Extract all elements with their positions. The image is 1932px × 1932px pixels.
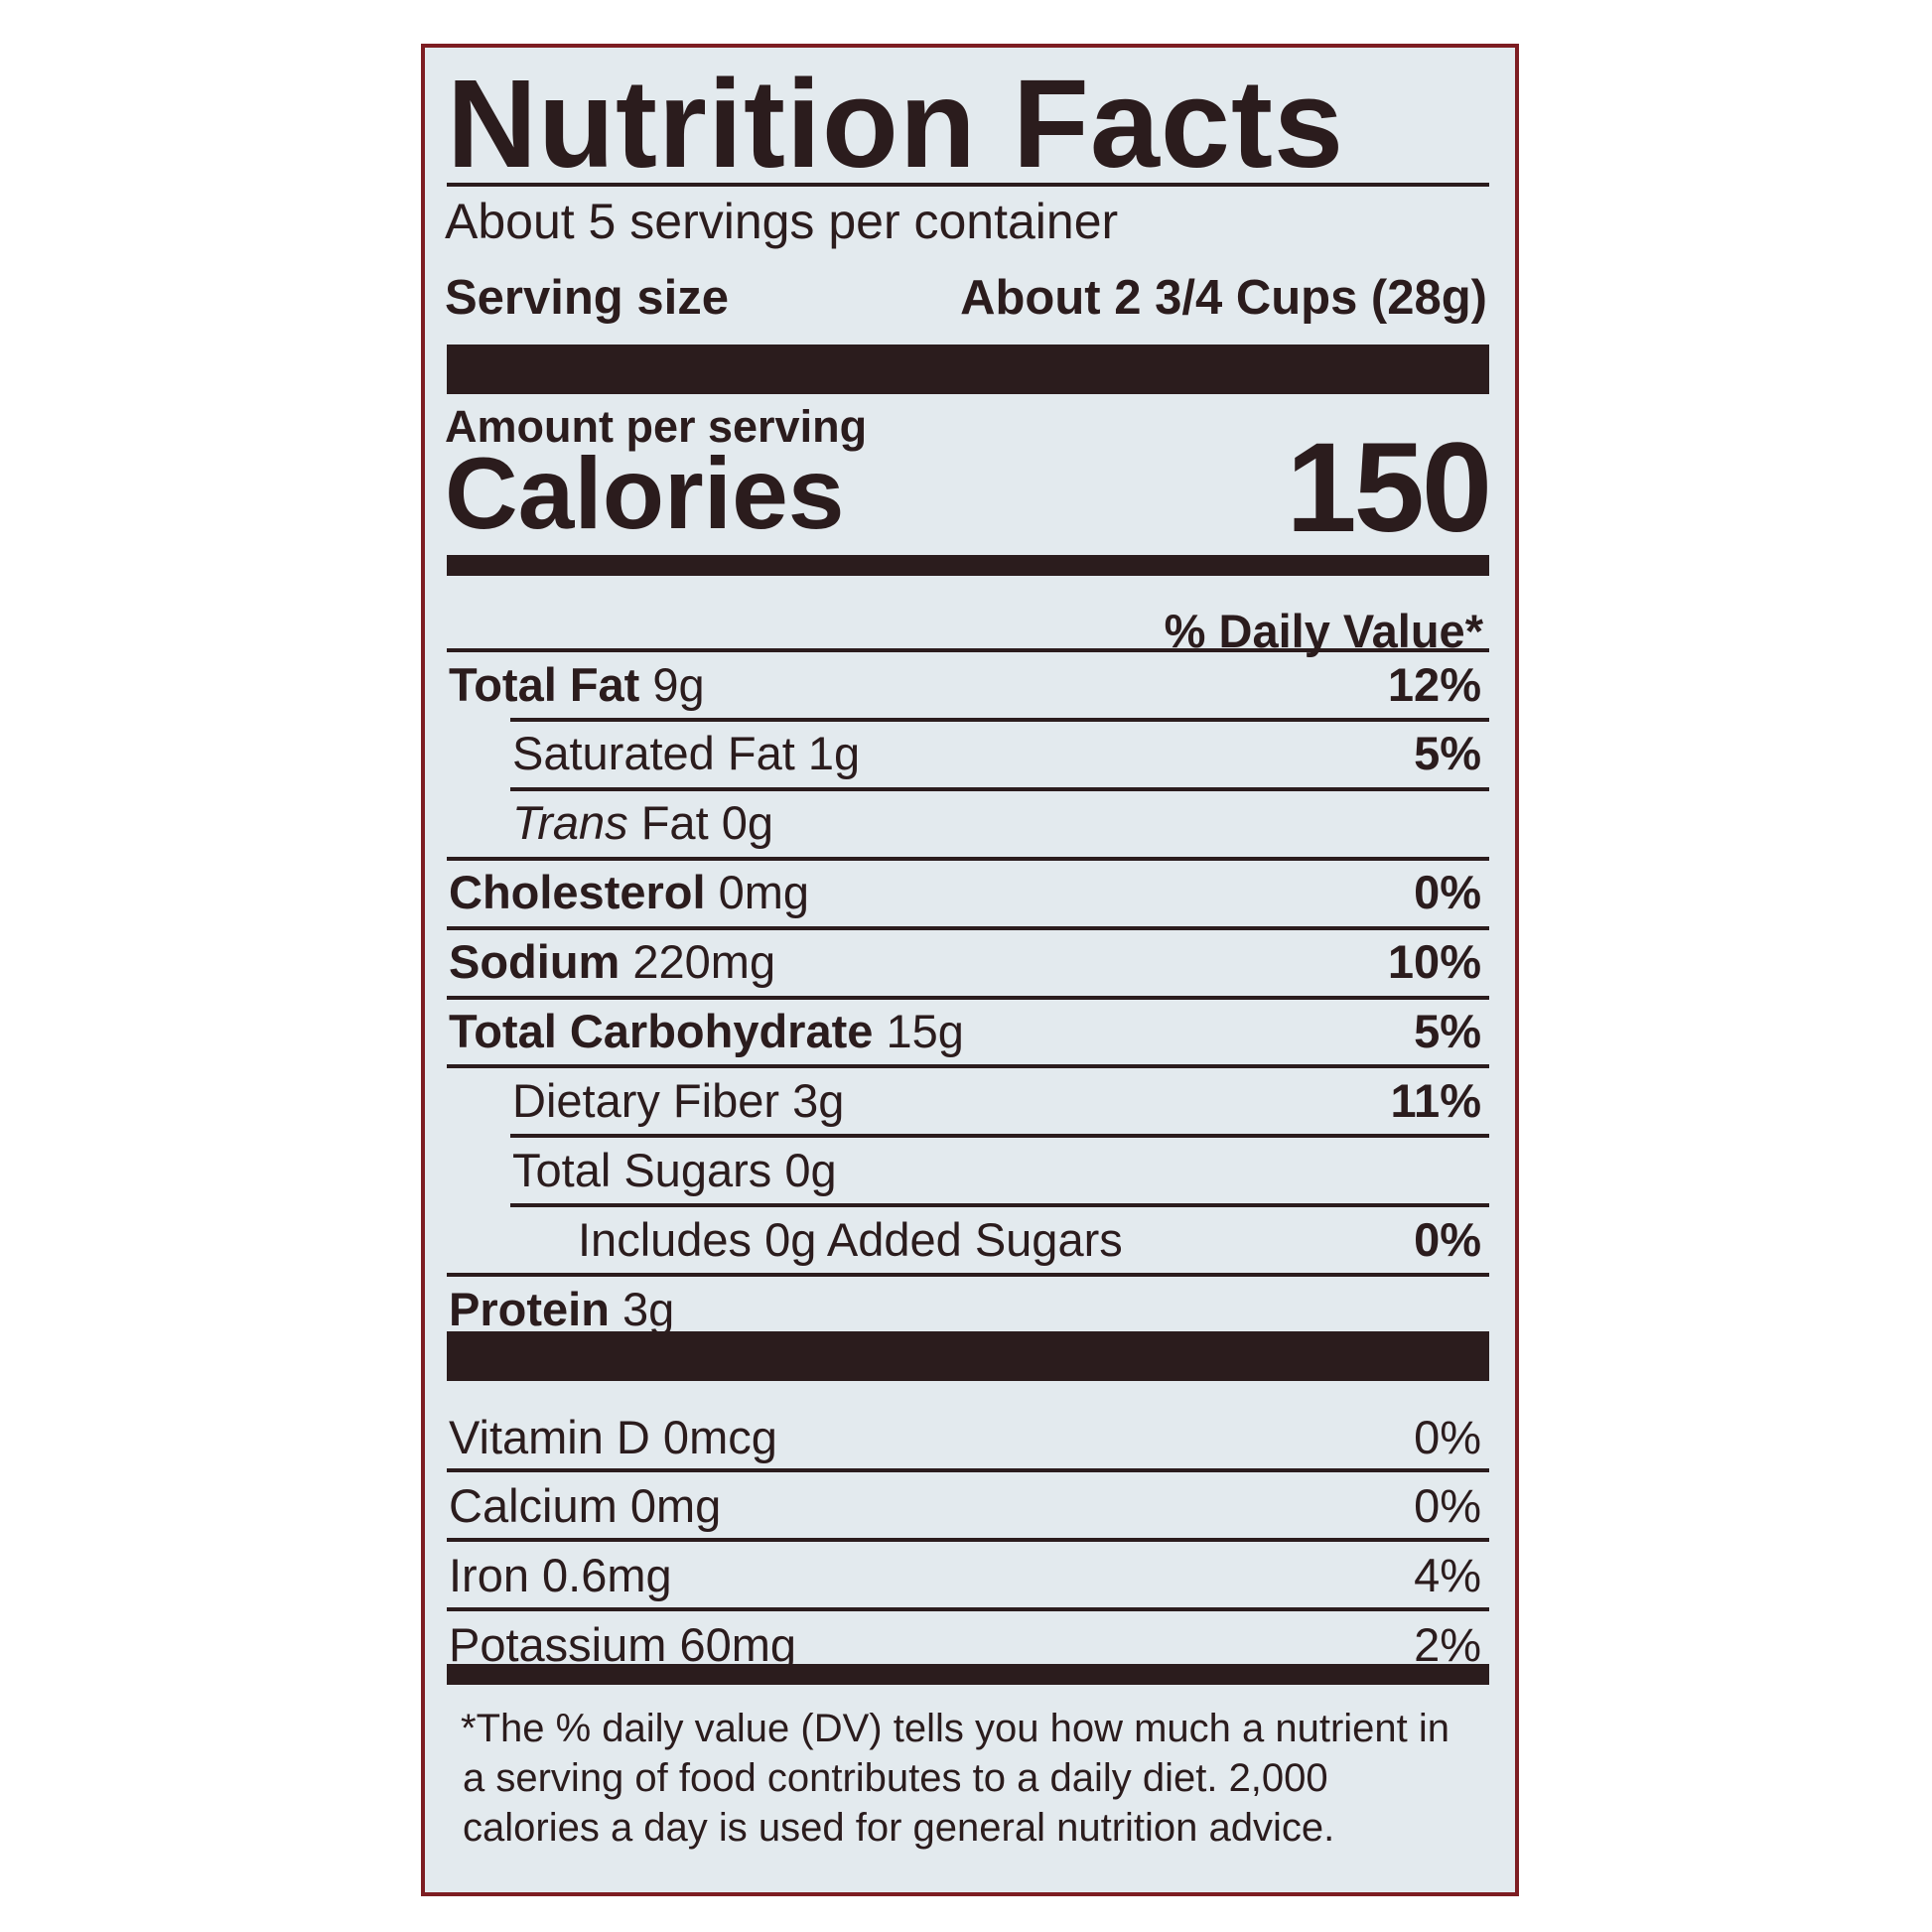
serving-size-label: Serving size [445,271,729,325]
nutrient-row: Total Fat 9g 12% [449,649,1481,719]
nutrient-row: Dietary Fiber 3g 11% [449,1065,1481,1135]
row-divider [510,786,1489,791]
nutrient-label: Trans [512,796,628,850]
nutrient-amount: 0mg [718,866,810,919]
title: Nutrition Facts [447,54,1345,194]
vitamin-name: Calcium 0mg [449,1479,722,1533]
daily-value-percent: 5% [1414,1005,1481,1057]
row-divider [447,1606,1489,1611]
vitamin-name: Vitamin D 0mcg [449,1410,777,1463]
row-divider [447,1537,1489,1542]
nutrient-label-rest: Fat [640,796,709,850]
daily-value-percent: 0% [1414,1410,1481,1463]
daily-value-percent: 0% [1414,1212,1481,1266]
daily-value-percent: 2% [1414,1618,1481,1672]
nutrient-name: Total Fat 9g [449,657,705,712]
nutrient-label: Cholesterol [449,866,706,919]
vitamin-row: Iron 0.6mg 4% [449,1541,1481,1610]
row-divider [447,925,1489,930]
daily-value-percent: 5% [1414,727,1481,780]
vitamin-row: Calcium 0mg 0% [449,1471,1481,1541]
calories-value: 150 [1286,417,1492,559]
nutrient-name: Dietary Fiber 3g [512,1073,844,1128]
nutrient-name: Sodium 220mg [449,934,775,989]
footnote: *The % daily value (DV) tells you how mu… [461,1707,1450,1850]
divider [447,183,1489,187]
nutrient-amount: 1g [807,727,861,780]
nutrient-name: Total Sugars 0g [512,1143,837,1197]
daily-value-percent: 11% [1390,1073,1481,1127]
nutrient-label: Total Sugars [512,1143,772,1196]
row-divider [447,1273,1489,1278]
row-divider [510,717,1489,722]
row-divider [447,995,1489,1000]
row-divider [447,1064,1489,1069]
nutrient-label: Protein [449,1282,610,1335]
nutrient-label: Includes 0g Added Sugars [578,1212,1123,1266]
nutrient-row: Trans Fat 0g [449,788,1481,858]
vitamin-row: Potassium 60mg 2% [449,1610,1481,1680]
medium-divider [447,1664,1489,1685]
nutrient-name: Protein 3g [449,1282,674,1336]
nutrient-row: Total Sugars 0g [449,1135,1481,1204]
calories-label: Calories [445,437,845,550]
vitamin-name: Iron 0.6mg [449,1549,672,1602]
nutrient-amount: 0g [721,796,773,850]
nutrient-name: Total Carbohydrate 15g [449,1004,964,1058]
nutrient-row: Saturated Fat 1g 5% [449,719,1481,788]
daily-value-percent: 0% [1414,1479,1481,1533]
row-divider [447,856,1489,861]
nutrient-row: Protein 3g [449,1274,1481,1343]
daily-value-percent: 4% [1414,1549,1481,1602]
nutrient-label: Total Carbohydrate [449,1005,874,1057]
vitamin-row: Vitamin D 0mcg 0% [449,1402,1481,1471]
nutrient-row: Includes 0g Added Sugars 0% [449,1204,1481,1274]
row-divider [510,1134,1489,1139]
nutrient-label: Dietary Fiber [512,1073,780,1127]
nutrient-amount: 0g [784,1143,837,1196]
serving-size-value: About 2 3/4 Cups (28g) [960,271,1487,325]
thick-divider [447,1331,1489,1381]
nutrient-amount: 220mg [632,935,776,989]
daily-value-percent: 0% [1414,866,1481,919]
nutrient-amount: 3g [792,1073,845,1127]
nutrient-label: Saturated Fat [512,727,795,780]
thick-divider [447,345,1489,394]
medium-divider [447,555,1489,576]
vitamin-name: Potassium 60mg [449,1618,797,1672]
row-divider [510,1203,1489,1208]
nutrient-amount: 15g [886,1005,964,1057]
nutrient-label: Total Fat [449,657,640,711]
nutrient-row: Cholesterol 0mg 0% [449,858,1481,927]
daily-value-percent: 10% [1387,935,1481,989]
nutrient-label: Sodium [449,935,621,989]
nutrient-name: Includes 0g Added Sugars [578,1212,1123,1267]
nutrient-amount: 3g [621,1282,675,1335]
nutrient-row: Sodium 220mg 10% [449,927,1481,997]
nutrient-name: Cholesterol 0mg [449,865,809,919]
row-divider [447,1467,1489,1472]
nutrition-facts-label: Nutrition Facts About 5 servings per con… [421,44,1519,1896]
nutrient-amount: 9g [652,657,705,711]
nutrient-row: Total Carbohydrate 15g 5% [449,997,1481,1066]
amount-per-serving: Amount per serving [445,401,868,452]
nutrient-name: Saturated Fat 1g [512,726,860,780]
daily-value-percent: 12% [1387,657,1481,711]
servings-per-container: About 5 servings per container [445,194,1119,249]
nutrient-name: Trans Fat 0g [512,795,773,850]
row-divider [447,648,1489,652]
